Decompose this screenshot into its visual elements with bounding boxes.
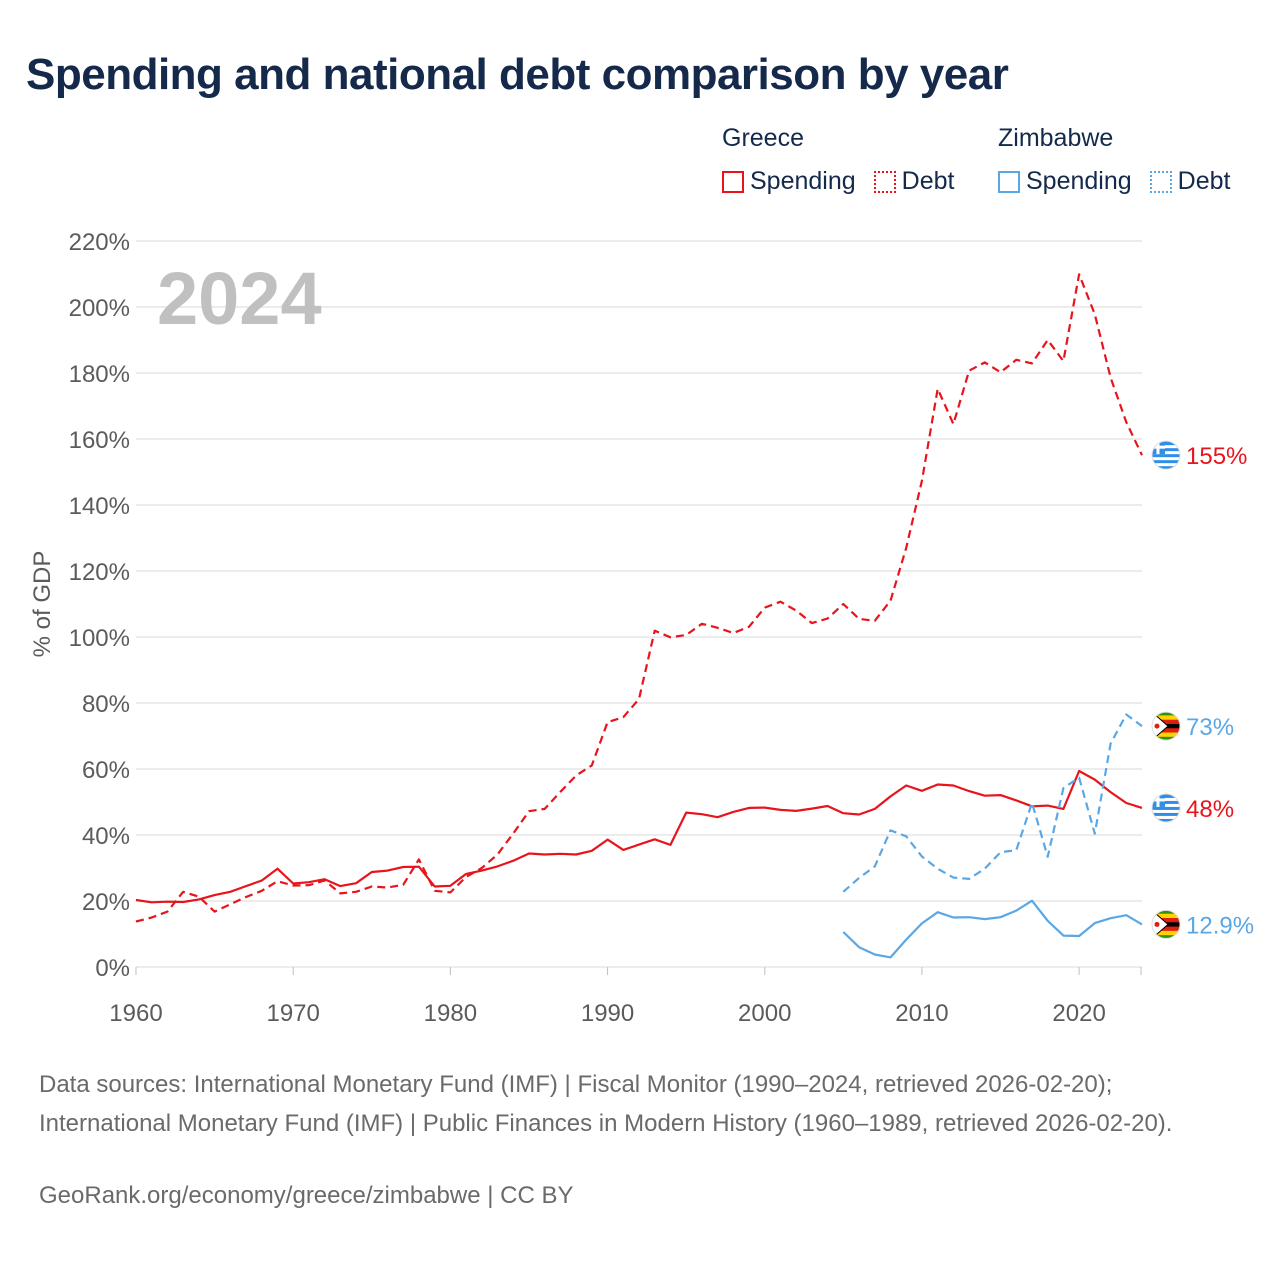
end-marker-zimbabwe-spending: 12.9% — [1151, 909, 1254, 939]
legend-group-greece: Greece — [722, 124, 804, 152]
legend-label-greece-spending: Spending — [750, 167, 856, 195]
x-tick-label: 1960 — [109, 1000, 162, 1027]
x-tick-label: 1990 — [581, 1000, 634, 1027]
footer-credit: GeoRank.org/economy/greece/zimbabwe | CC… — [39, 1182, 574, 1209]
legend-item-greece-spending[interactable]: Spending — [722, 167, 856, 196]
zimbabwe-flag-icon — [1152, 712, 1180, 741]
legend-swatch-solid-blue — [998, 170, 1020, 193]
legend-label-zimbabwe-spending: Spending — [1026, 167, 1132, 195]
end-marker-greece-debt: 155% — [1151, 440, 1247, 470]
series-line-greece-spending[interactable] — [135, 769, 1143, 904]
end-label-greece-spending: 48% — [1186, 796, 1234, 823]
x-tick-label: 2000 — [738, 1000, 791, 1027]
end-markers: 48% 155% 12.9% 73% — [1151, 440, 1254, 939]
legend-swatch-solid-red — [722, 170, 744, 193]
x-tick-label: 1970 — [266, 1000, 319, 1027]
series-line-zimbabwe-debt[interactable] — [842, 713, 1143, 893]
series-line-zimbabwe-spending[interactable] — [842, 899, 1143, 959]
y-tick-label: 180% — [69, 361, 130, 388]
y-tick-label: 140% — [69, 493, 130, 520]
year-watermark: 2024 — [157, 257, 322, 340]
y-axis-ticks: 0% 20% 40% 60% 80% 100% 120% 140% 160% 180% 200% 22… — [69, 229, 130, 982]
y-tick-label: 0% — [95, 955, 130, 982]
gridlines — [136, 240, 1142, 975]
end-label-zimbabwe-debt: 73% — [1186, 714, 1234, 741]
greece-flag-icon — [1152, 441, 1180, 470]
legend-item-greece-debt[interactable]: Debt — [873, 167, 955, 196]
greece-flag-icon — [1152, 793, 1180, 822]
x-tick-label: 2010 — [895, 1000, 948, 1027]
end-label-greece-debt: 155% — [1186, 443, 1247, 470]
legend-label-zimbabwe-debt: Debt — [1177, 167, 1231, 195]
x-axis-ticks: 1960 1970 1980 1990 2000 2010 2020 — [109, 967, 1106, 1027]
end-marker-zimbabwe-debt: 73% — [1151, 711, 1234, 741]
y-tick-label: 20% — [82, 889, 130, 916]
legend-swatch-dotted-red — [873, 170, 896, 193]
data-sources: Data sources: International Monetary Fun… — [39, 1071, 1173, 1137]
y-tick-label: 40% — [82, 823, 130, 850]
x-tick-label: 2020 — [1052, 1000, 1105, 1027]
y-tick-label: 80% — [82, 691, 130, 718]
end-marker-greece-spending: 48% — [1151, 793, 1234, 823]
y-tick-label: 160% — [69, 427, 130, 454]
legend-greece: Greece Spending Debt — [722, 124, 972, 196]
legend-group-zimbabwe: Zimbabwe — [998, 124, 1114, 152]
y-tick-label: 220% — [69, 229, 130, 256]
y-tick-label: 60% — [82, 757, 130, 784]
legend-item-zimbabwe-spending[interactable]: Spending — [998, 167, 1132, 196]
line-chart: 2024 % of GDP 0% 20% 40% 60% 80% 100% 120% 140%… — [29, 229, 1254, 1027]
legend-zimbabwe: Zimbabwe Spending Debt — [998, 124, 1248, 196]
legend-label-greece-debt: Debt — [901, 167, 955, 195]
end-label-zimbabwe-spending: 12.9% — [1186, 912, 1254, 939]
y-tick-label: 100% — [69, 625, 130, 652]
x-tick-label: 1980 — [424, 1000, 477, 1027]
y-axis-title: % of GDP — [29, 551, 56, 658]
legend-swatch-dotted-blue — [1149, 170, 1172, 193]
series — [135, 273, 1143, 959]
legend-item-zimbabwe-debt[interactable]: Debt — [1149, 167, 1231, 196]
zimbabwe-flag-icon — [1152, 910, 1180, 939]
chart-title: Spending and national debt comparison by… — [26, 50, 1009, 99]
y-tick-label: 200% — [69, 295, 130, 322]
series-line-greece-debt[interactable] — [135, 273, 1143, 923]
y-tick-label: 120% — [69, 559, 130, 586]
